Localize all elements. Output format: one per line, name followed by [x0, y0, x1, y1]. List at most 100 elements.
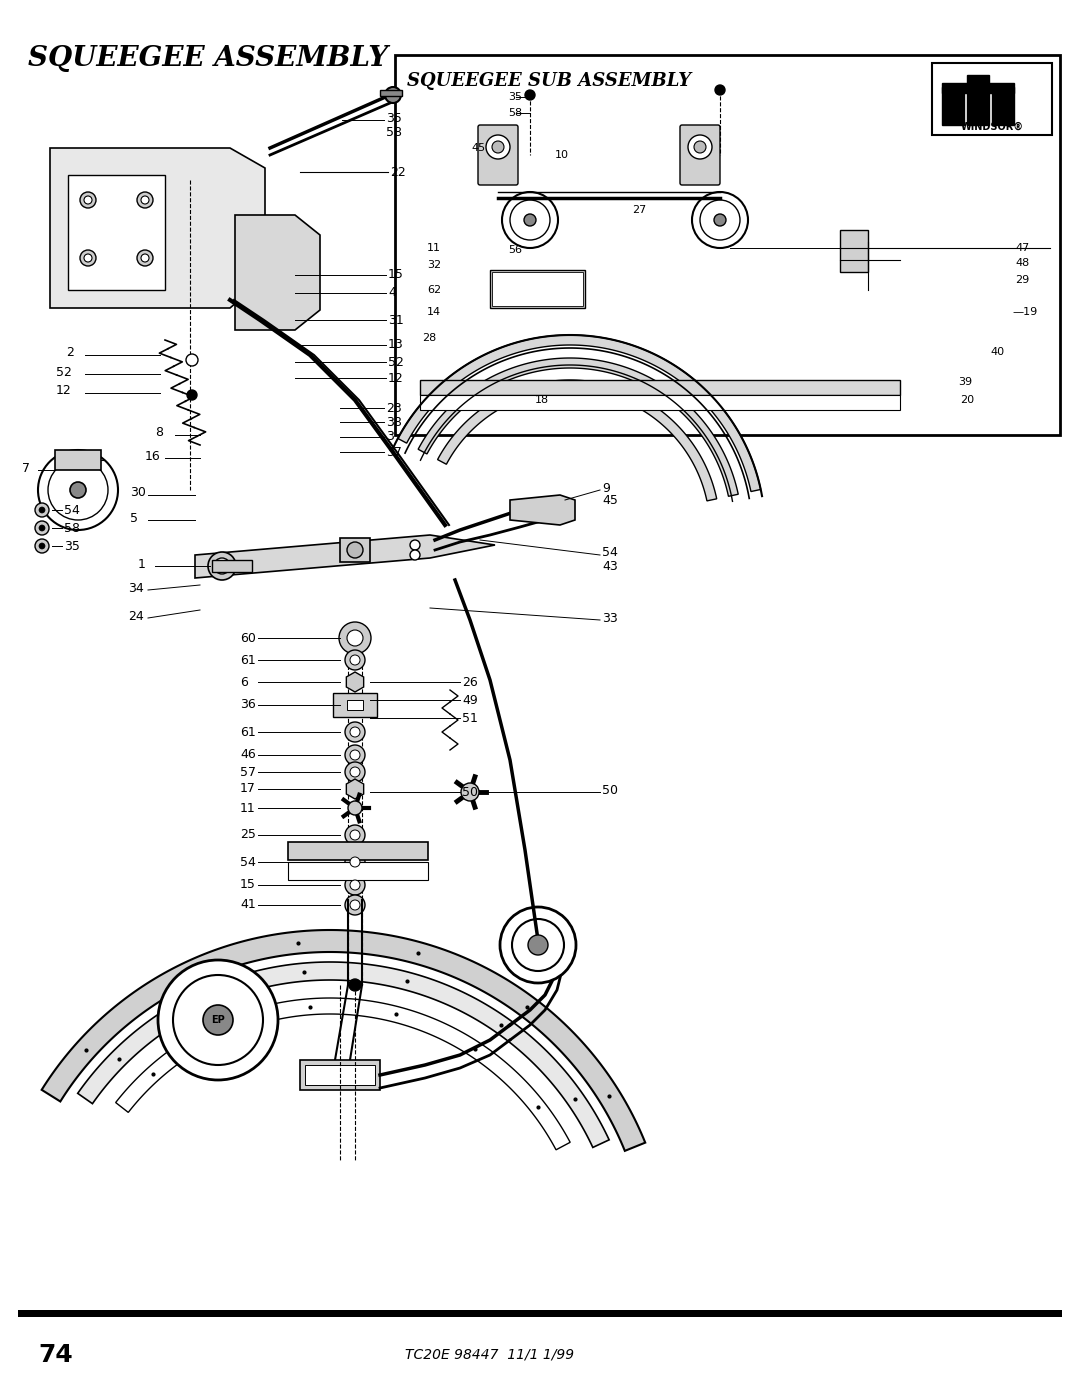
Circle shape — [345, 875, 365, 895]
Circle shape — [350, 857, 360, 867]
Circle shape — [137, 250, 153, 266]
Circle shape — [347, 542, 363, 558]
Text: 62: 62 — [427, 285, 441, 295]
Text: 50: 50 — [462, 786, 478, 798]
Text: 17: 17 — [240, 783, 256, 795]
Bar — [395, 55, 1059, 435]
Polygon shape — [418, 358, 739, 496]
Text: —19: —19 — [1012, 308, 1037, 317]
Text: 25: 25 — [240, 829, 256, 842]
Text: 50: 50 — [602, 783, 618, 797]
Circle shape — [350, 727, 360, 737]
Circle shape — [715, 85, 725, 95]
Bar — [300, 1060, 380, 1090]
Circle shape — [84, 254, 92, 261]
Circle shape — [692, 192, 748, 247]
Circle shape — [141, 196, 149, 204]
Circle shape — [141, 254, 149, 261]
Text: 51: 51 — [462, 712, 477, 724]
Text: 15: 15 — [388, 268, 404, 281]
Circle shape — [524, 214, 536, 226]
Bar — [347, 700, 363, 710]
Text: 11: 11 — [240, 801, 256, 815]
Text: 37: 37 — [386, 446, 402, 459]
Text: 54: 54 — [64, 503, 80, 516]
Text: SQUEEGEE ASSEMBLY: SQUEEGEE ASSEMBLY — [28, 45, 388, 71]
Bar — [212, 561, 252, 572]
Circle shape — [500, 907, 576, 983]
Text: 18: 18 — [535, 396, 549, 405]
Text: 35: 35 — [64, 540, 80, 552]
Circle shape — [80, 250, 96, 266]
Text: TC20E 98447  11/1 1/99: TC20E 98447 11/1 1/99 — [405, 1348, 575, 1362]
Text: 38: 38 — [386, 415, 402, 429]
Circle shape — [339, 622, 372, 654]
FancyBboxPatch shape — [680, 124, 720, 185]
Circle shape — [203, 1005, 233, 1035]
Circle shape — [186, 354, 198, 366]
Circle shape — [512, 918, 564, 972]
Polygon shape — [78, 962, 609, 1148]
Bar — [993, 87, 1014, 124]
Text: 54: 54 — [602, 547, 618, 559]
Text: 8: 8 — [156, 426, 163, 439]
Circle shape — [350, 749, 360, 761]
Circle shape — [502, 192, 558, 247]
Text: 49: 49 — [462, 693, 477, 706]
Text: 33: 33 — [602, 611, 618, 625]
Text: 74: 74 — [38, 1343, 72, 1367]
Polygon shape — [510, 495, 575, 526]
Text: 28: 28 — [422, 333, 436, 343]
Circle shape — [347, 630, 363, 646]
Circle shape — [39, 507, 45, 513]
Circle shape — [349, 979, 361, 991]
Bar — [18, 1310, 1062, 1317]
Circle shape — [528, 935, 548, 955]
Text: 32: 32 — [427, 260, 441, 270]
Text: 46: 46 — [240, 748, 256, 762]
Polygon shape — [347, 672, 364, 692]
Bar — [288, 863, 428, 879]
Circle shape — [410, 540, 420, 549]
Circle shape — [345, 762, 365, 781]
Circle shape — [700, 200, 740, 240]
Text: 23: 23 — [386, 401, 402, 414]
Text: 20: 20 — [960, 396, 974, 405]
FancyBboxPatch shape — [478, 124, 518, 185]
Text: 11: 11 — [427, 243, 441, 253]
Circle shape — [35, 503, 49, 517]
Text: 58: 58 — [386, 126, 402, 140]
Circle shape — [688, 136, 712, 159]
Circle shape — [187, 390, 197, 400]
Polygon shape — [116, 998, 570, 1149]
Circle shape — [70, 482, 86, 498]
Circle shape — [410, 549, 420, 561]
Bar — [932, 63, 1052, 136]
Polygon shape — [195, 535, 495, 577]
Polygon shape — [397, 336, 760, 492]
Text: 39: 39 — [958, 377, 972, 387]
Bar — [492, 273, 583, 306]
Text: 1: 1 — [138, 558, 146, 570]
Circle shape — [384, 87, 401, 103]
Circle shape — [214, 558, 230, 575]
Text: 12: 12 — [388, 372, 404, 384]
Text: 26: 26 — [462, 675, 477, 688]
Circle shape — [486, 136, 510, 159]
Circle shape — [208, 552, 237, 580]
Text: 41: 41 — [240, 899, 256, 911]
Text: 40: 40 — [990, 347, 1004, 356]
Text: 24: 24 — [129, 610, 144, 622]
Text: 61: 61 — [240, 726, 256, 738]
Text: 9: 9 — [602, 481, 610, 495]
Text: 57: 57 — [240, 766, 256, 779]
Circle shape — [137, 192, 153, 208]
Bar — [340, 538, 370, 562]
Text: 7: 7 — [22, 461, 30, 474]
Text: 31: 31 — [388, 313, 404, 327]
Circle shape — [350, 900, 360, 910]
Text: 4: 4 — [388, 287, 396, 299]
Polygon shape — [235, 215, 320, 330]
Text: 14: 14 — [427, 308, 441, 317]
Circle shape — [345, 851, 365, 872]
